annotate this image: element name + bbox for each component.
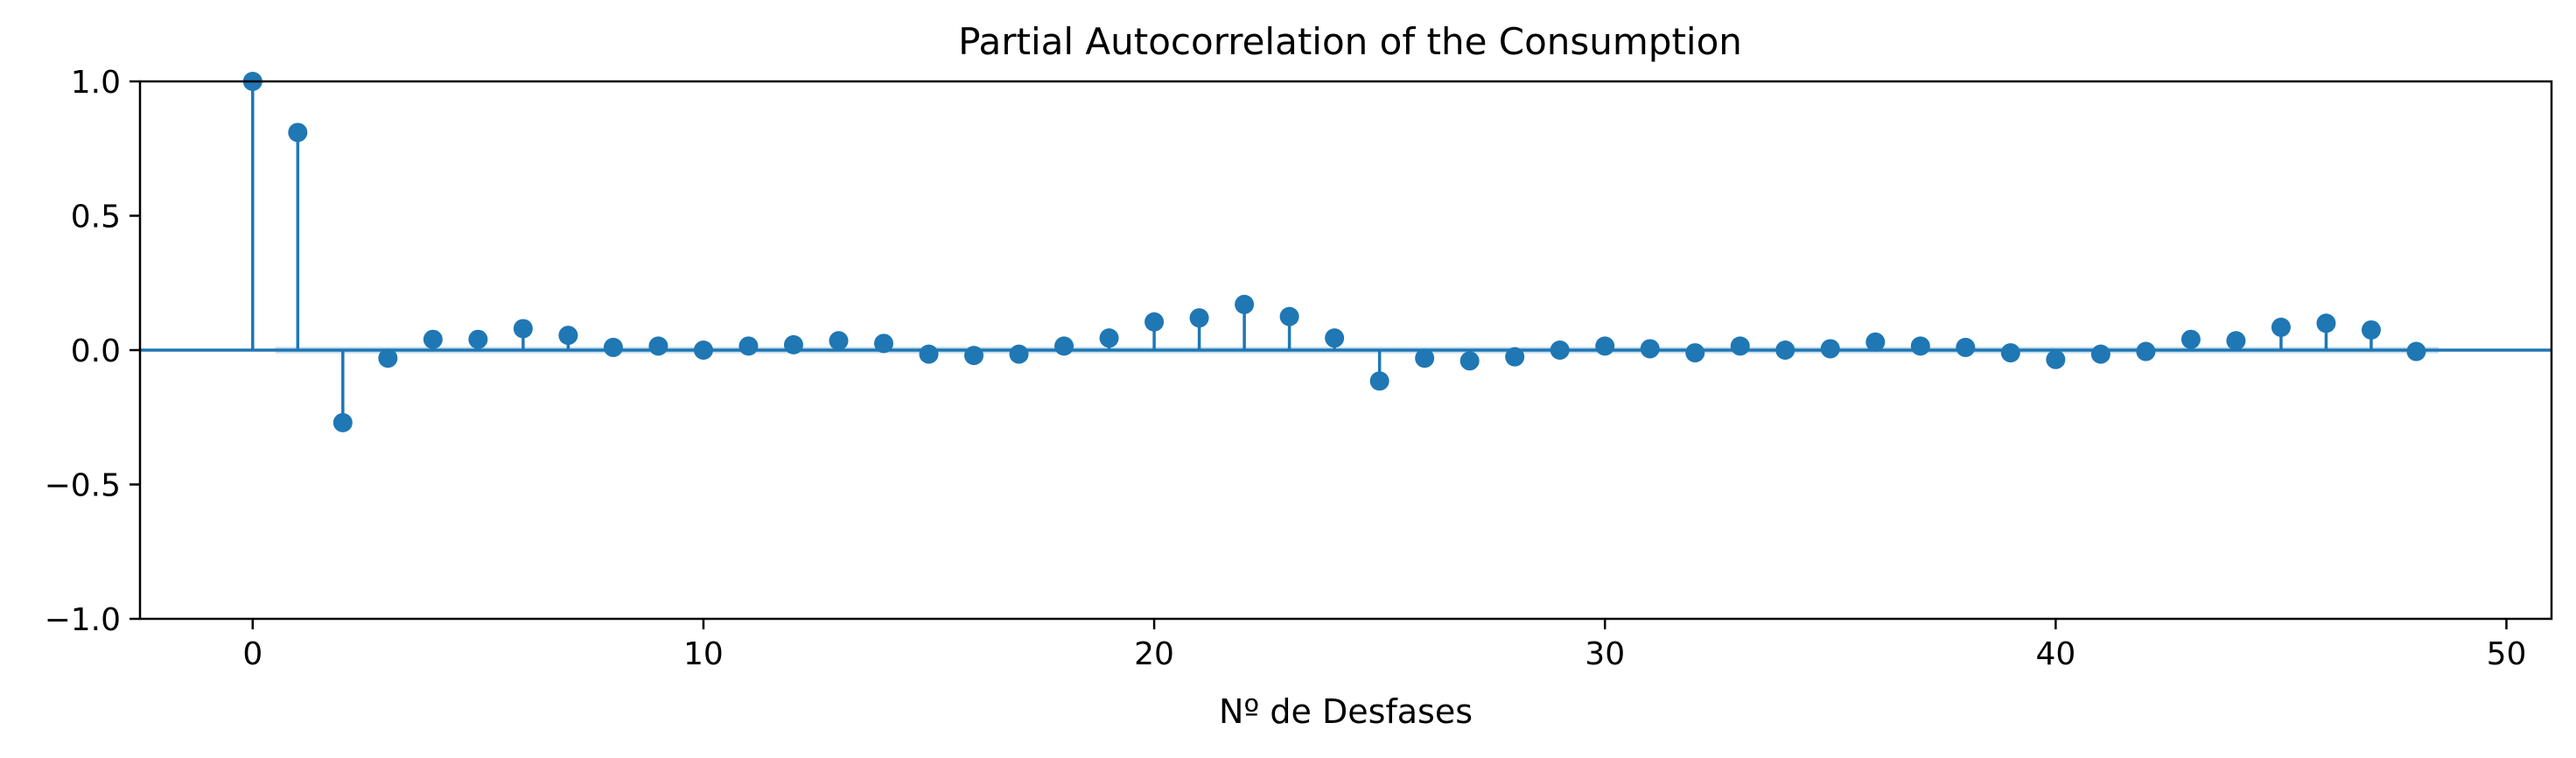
marker-lag-47: [2361, 319, 2381, 340]
marker-lag-8: [603, 337, 623, 357]
marker-lag-1: [288, 123, 308, 143]
marker-lag-48: [2406, 341, 2426, 361]
marker-lag-35: [1820, 339, 1840, 359]
marker-lag-7: [558, 326, 578, 346]
marker-lag-20: [1144, 312, 1165, 332]
x-tick-label: 40: [2035, 636, 2076, 672]
marker-lag-42: [2136, 341, 2156, 361]
marker-lag-40: [2046, 349, 2066, 369]
marker-lag-38: [1956, 337, 1976, 357]
marker-lag-9: [648, 336, 668, 356]
marker-lag-16: [964, 346, 984, 366]
marker-lag-26: [1415, 348, 1435, 368]
marker-lag-15: [919, 344, 939, 364]
marker-lag-45: [2271, 317, 2291, 337]
chart-title: Partial Autocorrelation of the Consumpti…: [958, 20, 1742, 63]
x-tick-label: 0: [242, 636, 262, 672]
marker-lag-43: [2180, 329, 2201, 349]
x-tick-label: 30: [1585, 636, 1625, 672]
marker-lag-12: [783, 334, 803, 354]
marker-lag-5: [468, 329, 488, 349]
marker-lag-24: [1325, 328, 1345, 348]
marker-lag-34: [1775, 340, 1796, 360]
y-tick-label: 1.0: [71, 65, 121, 101]
markers: [242, 72, 2426, 432]
y-tick-label: −0.5: [45, 468, 121, 504]
stems: [251, 81, 2418, 423]
marker-lag-21: [1189, 308, 1209, 328]
marker-lag-19: [1099, 328, 1119, 348]
marker-lag-36: [1866, 332, 1886, 352]
marker-lag-4: [423, 329, 443, 349]
marker-lag-44: [2226, 331, 2246, 351]
y-tick-label: −1.0: [45, 602, 121, 638]
marker-lag-39: [2000, 343, 2020, 363]
marker-lag-29: [1550, 340, 1570, 360]
marker-lag-32: [1685, 343, 1705, 363]
y-tick-label: 0.0: [71, 333, 121, 369]
x-tick-label: 50: [2487, 636, 2527, 672]
marker-lag-17: [1009, 344, 1029, 364]
marker-lag-25: [1369, 371, 1390, 391]
marker-lag-22: [1235, 294, 1255, 314]
marker-lag-30: [1595, 336, 1615, 356]
marker-lag-10: [693, 340, 713, 360]
marker-lag-37: [1910, 336, 1930, 356]
marker-lag-11: [738, 336, 759, 356]
marker-lag-31: [1640, 339, 1660, 359]
marker-lag-33: [1730, 336, 1750, 356]
x-axis-label: Nº de Desfases: [1219, 692, 1473, 731]
x-axis-ticks: 0 10 20 30 40 50: [242, 619, 2526, 672]
marker-lag-23: [1279, 306, 1299, 326]
x-tick-label: 20: [1134, 636, 1174, 672]
marker-lag-46: [2316, 313, 2336, 333]
marker-lag-28: [1505, 347, 1525, 367]
x-tick-label: 10: [683, 636, 724, 672]
marker-lag-27: [1460, 351, 1480, 371]
marker-lag-2: [332, 412, 353, 432]
y-axis-ticks: 1.0 0.5 0.0 −0.5 −1.0: [45, 65, 140, 638]
marker-lag-14: [873, 333, 893, 354]
marker-lag-18: [1054, 336, 1074, 356]
marker-lag-41: [2090, 344, 2110, 364]
marker-lag-6: [513, 319, 533, 339]
marker-lag-3: [378, 348, 398, 368]
marker-lag-13: [829, 331, 849, 351]
y-tick-label: 0.5: [71, 200, 121, 235]
